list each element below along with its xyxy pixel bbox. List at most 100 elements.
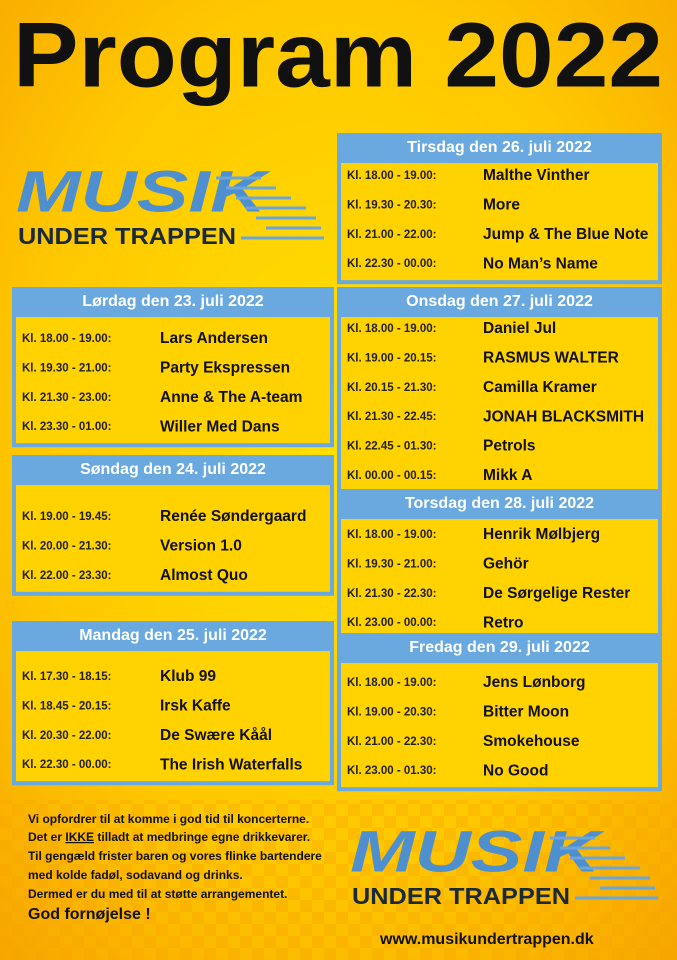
event-act: Mikk A <box>483 467 532 484</box>
event-act: De Swære Kåål <box>160 727 272 744</box>
note-text: tilladt at medbringe egne drikkevarer. <box>94 830 310 844</box>
logo-word: MUSIK <box>350 819 605 884</box>
event-act: Bitter Moon <box>483 703 569 720</box>
event-time: Kl. 18.00 - 19.00: <box>22 333 112 345</box>
event-time: Kl. 22.30 - 00.00: <box>347 258 437 270</box>
day: Torsdag den 28. juli 2022 Kl. 18.00 - 19.… <box>337 489 662 644</box>
event-act: Petrols <box>483 438 536 455</box>
day-heading: Søndag den 24. juli 2022 <box>80 461 266 478</box>
event-time: Kl. 22.00 - 23.30: <box>22 570 112 582</box>
event-time: Kl. 19.00 - 20.30: <box>347 706 437 718</box>
event-time: Kl. 19.30 - 21.00: <box>22 362 112 374</box>
event-time: Kl. 20.15 - 21.30: <box>347 382 437 394</box>
event-act: Willer Med Dans <box>160 418 280 435</box>
event-time: Kl. 23.00 - 01.30: <box>347 765 437 777</box>
day-body <box>341 663 658 788</box>
day-body <box>341 519 658 640</box>
event-act: Klub 99 <box>160 668 216 685</box>
day: Tirsdag den 26. juli 2022 Kl. 18.00 - 19.… <box>337 133 662 285</box>
event-time: Kl. 19.30 - 20.30: <box>347 199 437 211</box>
logo-subtitle: UNDER TRAPPEN <box>352 883 570 909</box>
event-time: Kl. 21.30 - 22.30: <box>347 588 437 600</box>
day: Søndag den 24. juli 2022 Kl. 19.00 - 19.4… <box>12 455 334 596</box>
event-act: Lars Andersen <box>160 330 268 347</box>
day-body <box>341 163 658 281</box>
event-time: Kl. 18.00 - 19.00: <box>347 529 437 541</box>
event-act: Retro <box>483 614 523 631</box>
event-time: Kl. 17.30 - 18.15: <box>22 671 112 683</box>
note-text: Det er <box>28 830 65 844</box>
event-act: De Sørgelige Rester <box>483 585 630 602</box>
event-time: Kl. 18.00 - 19.00: <box>347 323 437 335</box>
event-time: Kl. 19.00 - 19.45: <box>22 511 112 523</box>
event-act: No Good <box>483 762 548 779</box>
event-act: JONAH BLACKSMITH <box>483 408 644 425</box>
event-act: Party Ekspressen <box>160 359 290 376</box>
day: Mandag den 25. juli 2022 Kl. 17.30 - 18.1… <box>12 621 334 786</box>
greeting: God fornøjelse ! <box>28 906 151 923</box>
note-line: Vi opfordrer til at komme i god tid til … <box>28 812 309 826</box>
event-time: Kl. 21.00 - 22.30: <box>347 736 437 748</box>
note-line: med kolde fadøl, sodavand og drinks. <box>28 868 243 882</box>
event-act: Version 1.0 <box>160 537 242 554</box>
event-time: Kl. 18.45 - 20.15: <box>22 700 112 712</box>
day: Onsdag den 27. juli 2022 Kl. 18.00 - 19.0… <box>337 287 662 496</box>
website: www.musikundertrappen.dk <box>379 931 594 948</box>
day-heading: Torsdag den 28. juli 2022 <box>405 495 594 512</box>
event-act: Almost Quo <box>160 567 248 584</box>
note: Vi opfordrer til at komme i god tid til … <box>28 812 322 901</box>
logo-stairs <box>550 836 658 900</box>
event-time: Kl. 19.30 - 21.00: <box>347 558 437 570</box>
event-act: RASMUS WALTER <box>483 349 619 366</box>
day-body <box>16 651 330 782</box>
day-heading: Tirsdag den 26. juli 2022 <box>407 139 592 156</box>
event-time: Kl. 23.00 - 00.00: <box>347 617 437 629</box>
event-time: Kl. 00.00 - 00.15: <box>347 470 437 482</box>
event-time: Kl. 18.00 - 19.00: <box>347 677 437 689</box>
event-time: Kl. 20.00 - 21.30: <box>22 540 112 552</box>
event-time: Kl. 23.30 - 01.00: <box>22 421 112 433</box>
logo-subtitle: UNDER TRAPPEN <box>18 223 236 249</box>
logo: MUSIK UNDER TRAPPEN <box>350 819 658 909</box>
day-heading: Mandag den 25. juli 2022 <box>79 627 267 644</box>
event-act: The Irish Waterfalls <box>160 756 302 773</box>
event-act: Jump & The Blue Note <box>483 226 649 243</box>
day: Fredag den 29. juli 2022 Kl. 18.00 - 19.0… <box>337 633 662 792</box>
title: Program 2022 <box>13 4 663 106</box>
note-line: Til gengæld frister baren og vores flink… <box>28 849 322 863</box>
event-time: Kl. 21.30 - 23.00: <box>22 392 112 404</box>
event-act: Jens Lønborg <box>483 674 585 691</box>
day-body <box>341 317 658 492</box>
background-pattern <box>0 800 677 960</box>
event-act: Malthe Vinther <box>483 167 590 184</box>
logo-word: MUSIK <box>16 159 271 224</box>
event-act: Renée Søndergaard <box>160 508 306 525</box>
day-body <box>16 485 330 592</box>
day-heading: Onsdag den 27. juli 2022 <box>406 293 593 310</box>
day-body <box>16 317 330 444</box>
day-heading: Fredag den 29. juli 2022 <box>409 639 590 656</box>
event-act: Henrik Mølbjerg <box>483 526 600 543</box>
note-emphasis: IKKE <box>65 830 94 844</box>
event-act: More <box>483 196 520 213</box>
event-time: Kl. 20.30 - 22.00: <box>22 730 112 742</box>
note-line: Det er IKKE tilladt at medbringe egne dr… <box>28 830 310 844</box>
event-time: Kl. 21.30 - 22.45: <box>347 411 437 423</box>
event-act: No Man’s Name <box>483 255 598 272</box>
event-time: Kl. 19.00 - 20.15: <box>347 352 437 364</box>
event-act: Smokehouse <box>483 733 580 750</box>
event-time: Kl. 22.45 - 01.30: <box>347 441 437 453</box>
event-time: Kl. 18.00 - 19.00: <box>347 170 437 182</box>
logo-stairs <box>216 176 324 240</box>
logo: MUSIK UNDER TRAPPEN <box>16 159 324 249</box>
day: Lørdag den 23. juli 2022 Kl. 18.00 - 19.0… <box>12 287 334 448</box>
event-act: Gehör <box>483 555 529 572</box>
day-heading: Lørdag den 23. juli 2022 <box>82 293 263 310</box>
event-act: Camilla Kramer <box>483 379 597 396</box>
event-time: Kl. 22.30 - 00.00: <box>22 759 112 771</box>
event-act: Anne & The A-team <box>160 389 302 406</box>
note-line: Dermed er du med til at støtte arrangeme… <box>28 887 287 901</box>
event-act: Daniel Jul <box>483 320 556 337</box>
